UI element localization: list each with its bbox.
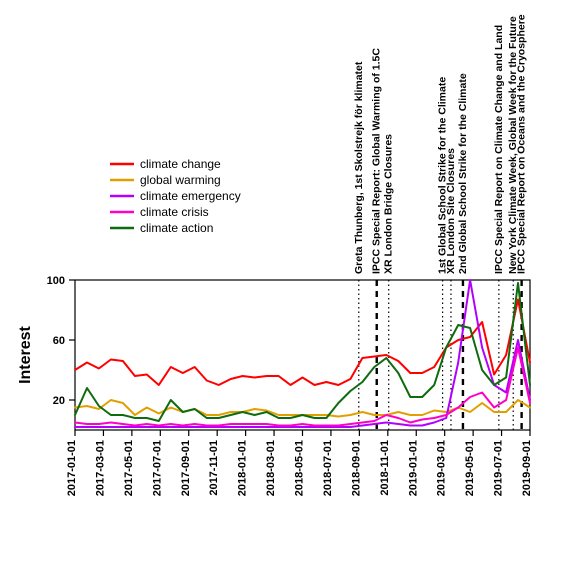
- legend-label: climate change: [140, 157, 221, 171]
- legend-label: climate action: [140, 221, 213, 235]
- y-tick-label: 100: [47, 275, 65, 287]
- x-tick-label: 2017-05-01: [123, 440, 135, 496]
- x-tick-label: 2018-11-01: [379, 440, 391, 496]
- x-tick-label: 2017-09-01: [180, 440, 192, 496]
- x-tick-label: 2018-01-01: [237, 440, 249, 496]
- chart-container: 20 60 100 Interest 2017-01-01 2017-03-01 2017-…: [0, 0, 563, 563]
- x-tick-label: 2017-11-01: [208, 440, 220, 496]
- event-label: Greta Thunberg, 1st Skolstrejk för klima…: [353, 61, 365, 274]
- y-tick-label: 20: [53, 395, 65, 407]
- x-tick-label: 2017-03-01: [94, 440, 106, 496]
- legend-label: climate emergency: [140, 189, 241, 203]
- x-tick-label: 2019-03-01: [436, 440, 448, 496]
- legend-label: climate crisis: [140, 205, 209, 219]
- line-chart: 20 60 100 Interest 2017-01-01 2017-03-01 2017-…: [0, 0, 563, 563]
- event-label: IPCC Special Report on Oceans and the Cr…: [516, 14, 528, 274]
- y-axis-label: Interest: [17, 325, 34, 383]
- x-tick-label: 2019-09-01: [521, 440, 533, 496]
- x-tick-label: 2019-01-01: [407, 440, 419, 496]
- x-tick-label: 2018-09-01: [350, 440, 362, 496]
- x-tick-label: 2019-05-01: [464, 440, 476, 496]
- x-tick-label: 2018-03-01: [265, 440, 277, 496]
- x-tick-label: 2018-07-01: [322, 440, 334, 496]
- x-tick-label: 2017-01-01: [66, 440, 78, 496]
- legend-label: global warming: [140, 173, 221, 187]
- event-label: XR London Bridge Closures: [383, 134, 395, 274]
- event-label: IPCC Special Report on Climate Change an…: [493, 25, 505, 274]
- event-label: 2nd Global School Strike for the Climate: [457, 73, 469, 274]
- y-tick-label: 60: [53, 335, 65, 347]
- x-tick-label: 2018-05-01: [294, 440, 306, 496]
- x-tick-label: 2019-07-01: [493, 440, 505, 496]
- x-tick-label: 2017-07-01: [151, 440, 163, 496]
- event-label: XR London Site Closures: [445, 148, 457, 274]
- event-label: IPCC Special Report: Global Warming of 1…: [371, 48, 383, 274]
